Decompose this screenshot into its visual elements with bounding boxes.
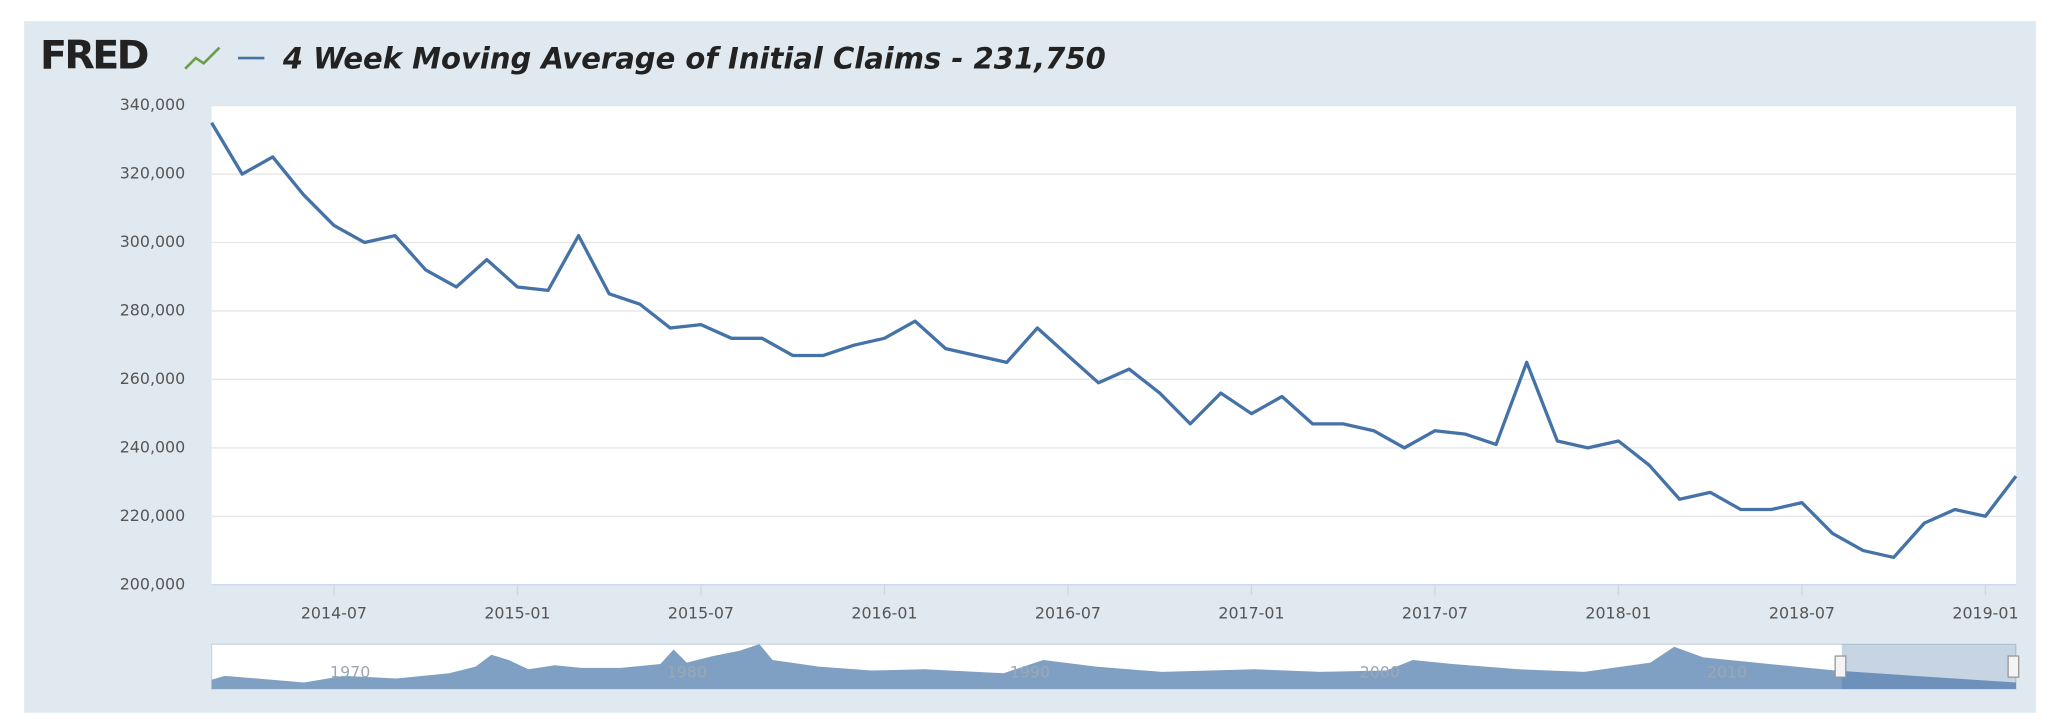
x-tick-label: 2018-07	[1769, 603, 1835, 622]
chart-title: 4 Week Moving Average of Initial Claims …	[282, 42, 1106, 76]
marks	[210, 121, 2018, 560]
x-tick-label: 2018-01	[1585, 603, 1651, 622]
navigator-area	[211, 644, 2017, 690]
navigator-handle[interactable]	[1834, 655, 1847, 678]
x-tick-label: 2016-07	[1035, 603, 1101, 622]
data-line	[210, 121, 2018, 560]
y-tick-label: 280,000	[120, 300, 185, 319]
y-tick-label: 240,000	[120, 437, 185, 456]
y-tick-label: 300,000	[120, 232, 185, 251]
y-tick-label: 220,000	[120, 506, 185, 525]
navigator-selection[interactable]	[1841, 644, 2017, 690]
navigator-label: 2000	[1360, 663, 1400, 682]
x-tick-label: 2015-01	[484, 603, 550, 622]
x-tick-label: 2019-01	[1952, 603, 2018, 622]
navigator-label: 1990	[1010, 663, 1050, 682]
y-tick-label: 340,000	[120, 95, 185, 114]
plot-area	[211, 105, 2017, 585]
navigator-labels: 1970 1980 1990 2000 2010	[330, 663, 1747, 682]
grid: 200,000 220,000 240,000 260,000 280,000 300,0…	[120, 95, 2019, 622]
x-tick-label: 2016-01	[851, 603, 917, 622]
logo-icon	[184, 46, 221, 70]
navigator-handle[interactable]	[2007, 655, 2020, 678]
y-tick-label: 200,000	[120, 574, 185, 593]
brand-logo: FRED	[40, 33, 148, 79]
x-tick-label: 2015-07	[668, 603, 734, 622]
x-tick-label: 2017-01	[1218, 603, 1284, 622]
navigator-label: 1970	[330, 663, 370, 682]
navigator-label: 1980	[667, 663, 707, 682]
y-tick-label: 320,000	[120, 164, 185, 183]
navigator-label: 2010	[1707, 663, 1747, 682]
x-tick-label: 2014-07	[301, 603, 367, 622]
y-tick-label: 260,000	[120, 369, 185, 388]
x-tick-label: 2017-07	[1402, 603, 1468, 622]
